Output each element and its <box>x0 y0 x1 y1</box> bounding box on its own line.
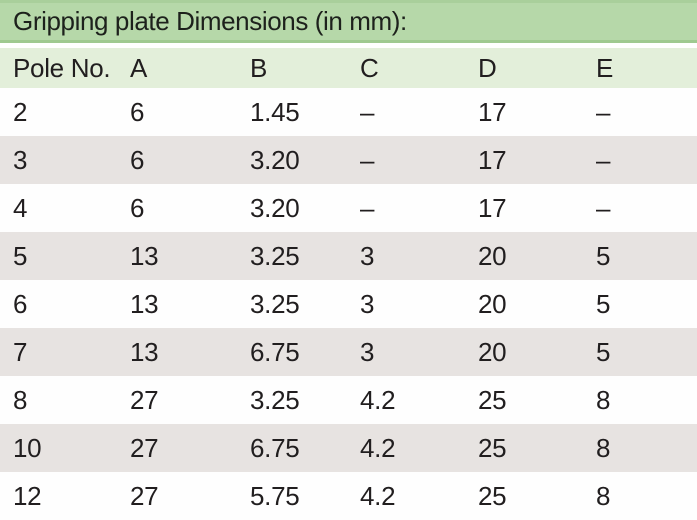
table-cell: 20 <box>478 336 507 367</box>
table-cell: 2 <box>13 96 28 127</box>
table-cell: 20 <box>478 288 507 319</box>
table-cell: 4.2 <box>360 432 396 463</box>
table-header: Pole No. A B C D E <box>0 48 697 88</box>
table-cell: 5 <box>596 288 611 319</box>
table-cell: 5 <box>13 240 28 271</box>
table-cell: 4.2 <box>360 480 396 511</box>
table-row: 4 6 3.20 – 17 – <box>0 184 697 232</box>
table-cell: 3 <box>360 336 375 367</box>
table-row: 7 13 6.75 3 20 5 <box>0 328 697 376</box>
table-cell: – <box>360 144 375 175</box>
table-cell: 8 <box>13 384 28 415</box>
table-row: 6 13 3.25 3 20 5 <box>0 280 697 328</box>
column-header-e: E <box>583 48 697 88</box>
table-cell: – <box>596 144 611 175</box>
table-title-band: Gripping plate Dimensions (in mm): <box>0 0 697 43</box>
table-title: Gripping plate Dimensions (in mm): <box>13 6 407 36</box>
table-cell: 6 <box>130 192 145 223</box>
dimensions-table: Pole No. A B C D E 2 6 1.45–17–3 6 3.20–17–4… <box>0 48 697 520</box>
table-cell: 3 <box>360 240 375 271</box>
table-row: 8 27 3.25 4.2 25 8 <box>0 376 697 424</box>
table-row: 12 27 5.75 4.2 25 8 <box>0 472 697 520</box>
table-cell: 5 <box>596 240 611 271</box>
table-cell: 12 <box>13 480 42 511</box>
table-cell: – <box>596 96 611 127</box>
header-row: Pole No. A B C D E <box>0 48 697 88</box>
table-cell: 7 <box>13 336 28 367</box>
table-cell: 4 <box>13 192 28 223</box>
table-cell: 17 <box>478 144 507 175</box>
table-cell: – <box>360 96 375 127</box>
table-cell: 1.45 <box>250 96 300 127</box>
table-cell: 3.20 <box>250 192 300 223</box>
column-header-a: A <box>117 48 237 88</box>
column-header-b: B <box>237 48 347 88</box>
table-cell: 25 <box>478 480 507 511</box>
table-cell: 6.75 <box>250 336 300 367</box>
table-cell: 27 <box>130 432 159 463</box>
table-cell: 10 <box>13 432 42 463</box>
table-cell: – <box>596 192 611 223</box>
title-header-divider <box>0 43 697 48</box>
table-cell: 3.25 <box>250 240 300 271</box>
table-cell: 6 <box>13 288 28 319</box>
table-cell: 5 <box>596 336 611 367</box>
table-cell: 25 <box>478 432 507 463</box>
column-header-d: D <box>465 48 583 88</box>
table-cell: 8 <box>596 384 611 415</box>
table-cell: 17 <box>478 96 507 127</box>
table-cell: 8 <box>596 480 611 511</box>
table-cell: 8 <box>596 432 611 463</box>
table-cell: 13 <box>130 288 159 319</box>
table-row: 5 13 3.25 3 20 5 <box>0 232 697 280</box>
table-cell: 4.2 <box>360 384 396 415</box>
table-row: 3 6 3.20 – 17 – <box>0 136 697 184</box>
table-cell: 3.20 <box>250 144 300 175</box>
table-cell: 6 <box>130 96 145 127</box>
table-cell: – <box>360 192 375 223</box>
table-cell: 20 <box>478 240 507 271</box>
table-row: 2 6 1.45 – 17 – <box>0 88 697 136</box>
column-header-pole-no: Pole No. <box>0 48 117 88</box>
table-cell: 27 <box>130 480 159 511</box>
table-cell: 13 <box>130 336 159 367</box>
table-cell: 3.25 <box>250 288 300 319</box>
table-cell: 3 <box>360 288 375 319</box>
table-cell: 6.75 <box>250 432 300 463</box>
table-cell: 6 <box>130 144 145 175</box>
column-header-c: C <box>347 48 465 88</box>
table-row: 10 27 6.75 4.2 25 8 <box>0 424 697 472</box>
table-body: 2 6 1.45 – 17 – 3 6 3.20 – 17 – 4 6 3.20 – 17 – 5 13 3.25 3 20… <box>0 88 697 520</box>
table-cell: 3.25 <box>250 384 300 415</box>
table-cell: 25 <box>478 384 507 415</box>
table-cell: 3 <box>13 144 28 175</box>
table-cell: 5.75 <box>250 480 300 511</box>
table-cell: 17 <box>478 192 507 223</box>
table-cell: 27 <box>130 384 159 415</box>
table-cell: 13 <box>130 240 159 271</box>
